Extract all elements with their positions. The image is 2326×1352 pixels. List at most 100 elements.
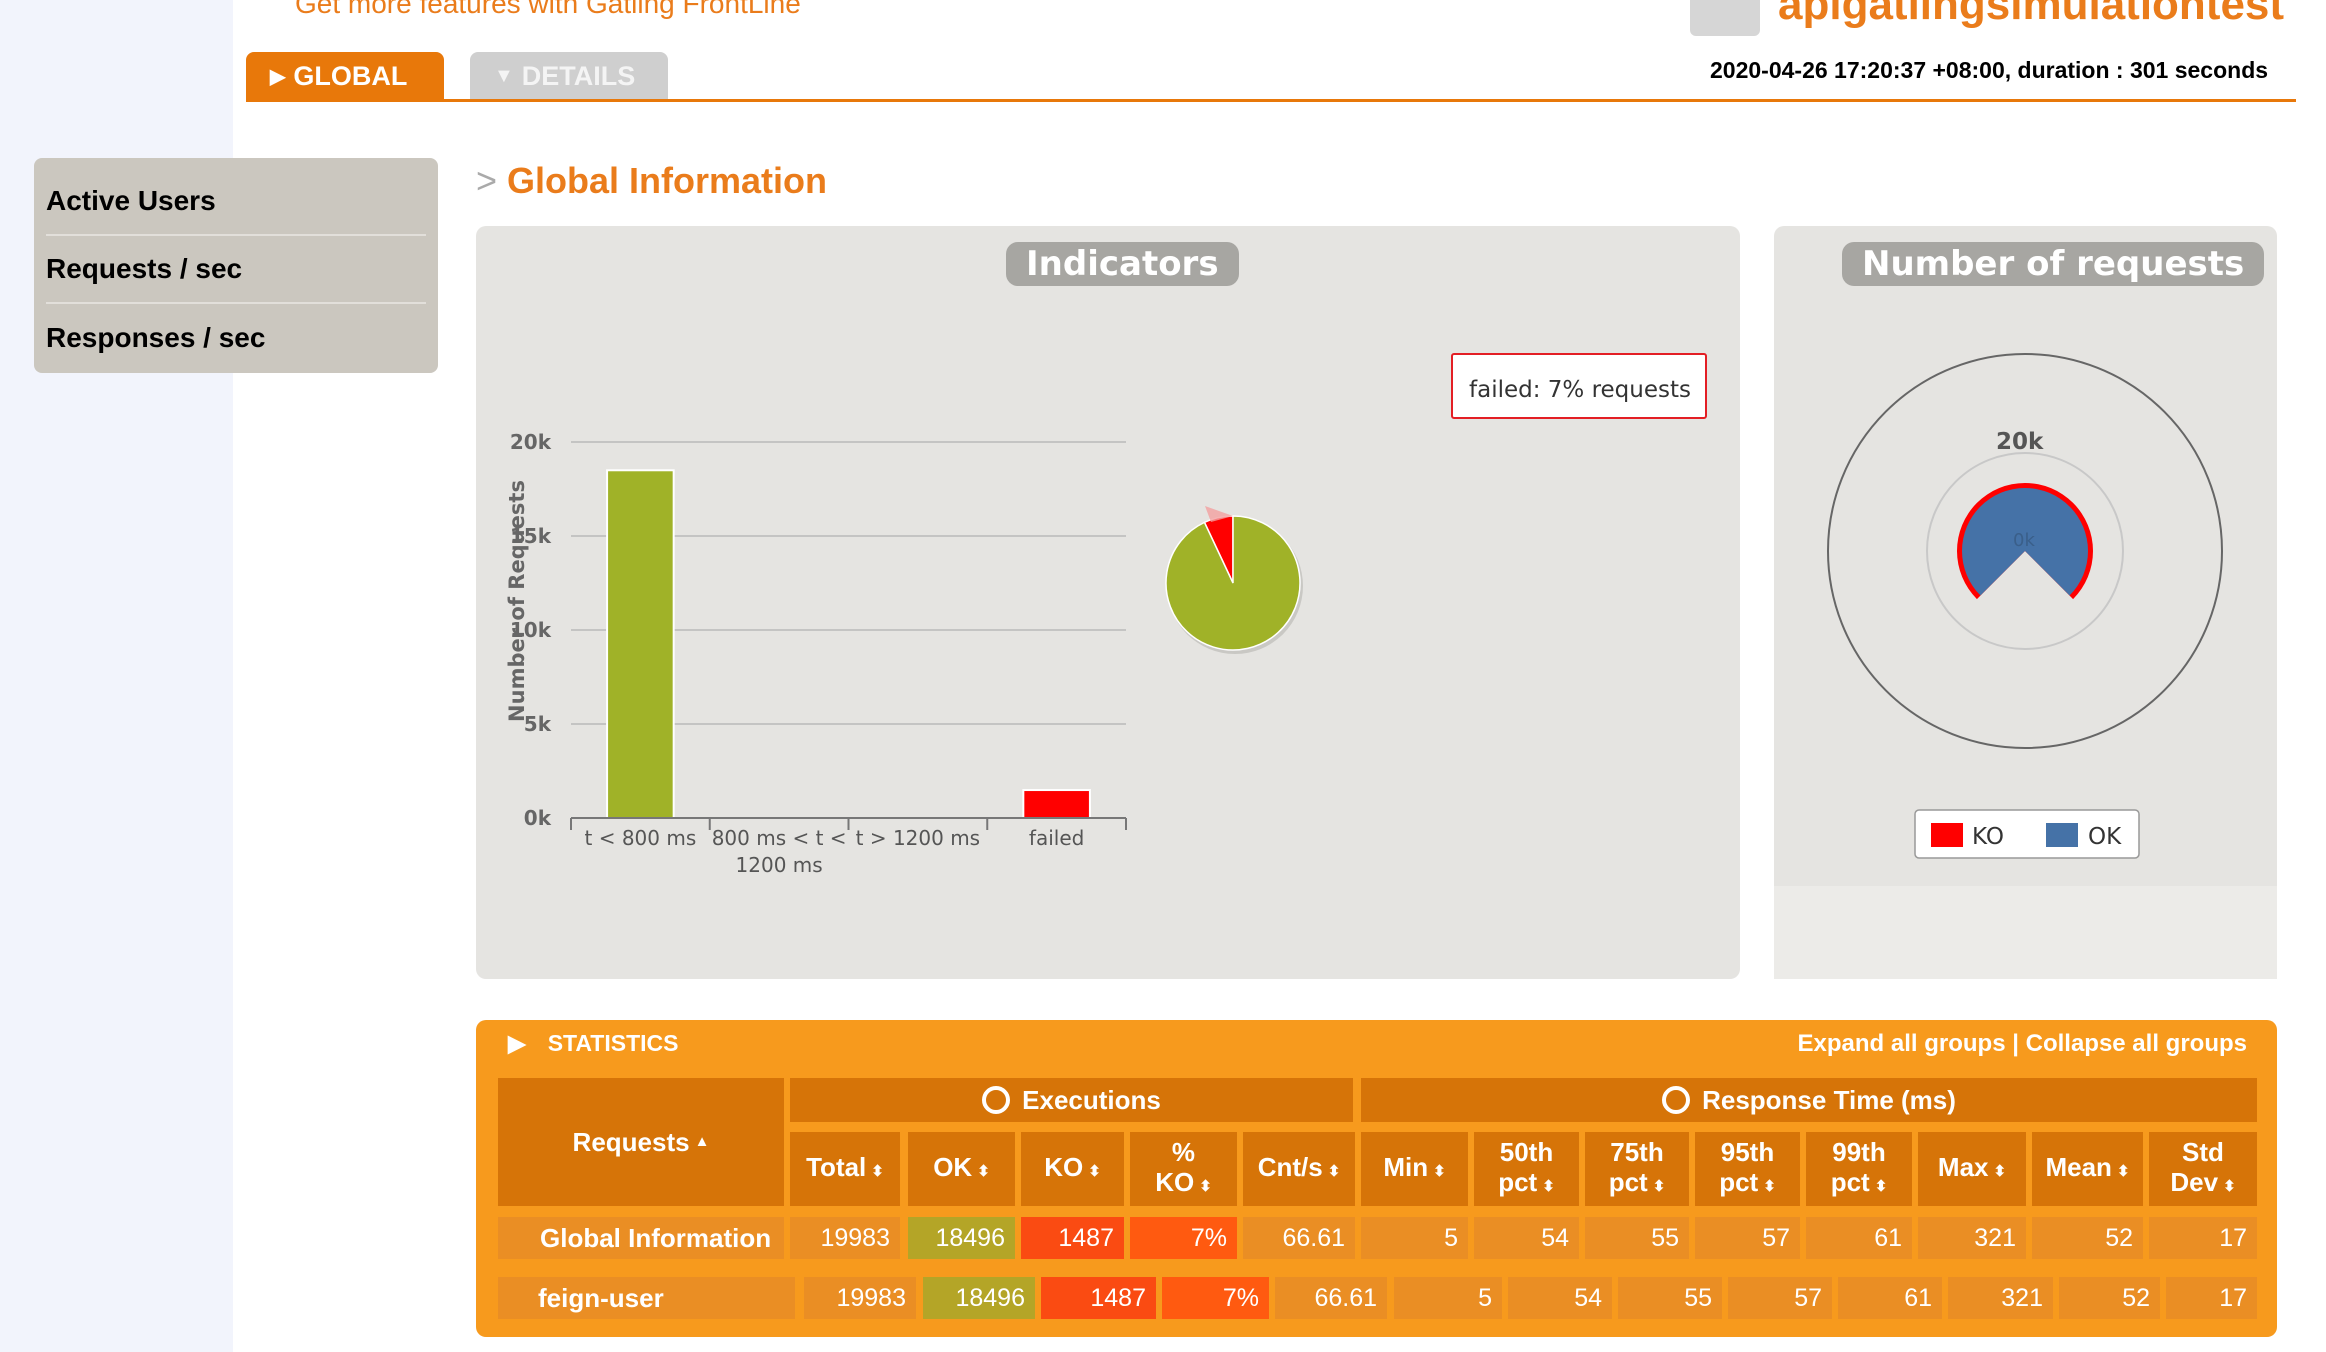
column-header-0[interactable]: Total ⬍ [790, 1132, 900, 1206]
collapse-all-link[interactable]: Collapse all groups [2025, 1030, 2247, 1057]
page-title-text: Global Information [507, 160, 828, 201]
cell-value: 18496 [955, 1284, 1025, 1312]
indicators-panel: Indicators 0k 5k 10k 15k 20k t < 800 ms 800 m… [476, 226, 1740, 979]
table-cell: 52 [2032, 1217, 2143, 1259]
cell-value: 54 [1574, 1284, 1602, 1312]
cell-value: 5 [1444, 1224, 1458, 1252]
table-cell: 57 [1728, 1277, 1832, 1319]
executions-header-label: Executions [1022, 1085, 1161, 1115]
section-arrow: > [476, 160, 498, 201]
cell-value: 55 [1651, 1224, 1679, 1252]
statistics-toggle[interactable]: ▶ STATISTICS [508, 1030, 678, 1057]
column-header-9[interactable]: 99th pct ⬍ [1806, 1132, 1912, 1206]
cell-value: 61 [1874, 1224, 1902, 1252]
column-header-label: % KO ⬍ [1155, 1137, 1212, 1202]
column-header-4[interactable]: Cnt/s ⬍ [1243, 1132, 1355, 1206]
column-header-8[interactable]: 95th pct ⬍ [1695, 1132, 1800, 1206]
x-tick-label: 800 ms < t <1200 ms [712, 826, 847, 877]
column-header-10[interactable]: Max ⬍ [1918, 1132, 2026, 1206]
table-cell: 55 [1585, 1217, 1689, 1259]
gauge-inner-label: 0k [2013, 530, 2035, 551]
pie-slice-1[interactable] [1165, 515, 1301, 651]
x-tick-label: t < 800 ms [585, 826, 697, 850]
legend-ok-swatch [2046, 823, 2078, 847]
sidebar-menu: Active Users Requests / sec Responses / … [34, 158, 438, 373]
frontline-promo-link[interactable]: Get more features with Gatling FrontLine [295, 0, 801, 19]
refresh-icon [982, 1086, 1011, 1114]
column-header-1[interactable]: OK ⬍ [908, 1132, 1015, 1206]
cell-value: 321 [2001, 1284, 2043, 1312]
column-header-line1: Min [1383, 1151, 1429, 1182]
legend-ko-swatch [1931, 823, 1963, 847]
column-header-3[interactable]: % KO ⬍ [1130, 1132, 1237, 1206]
table-row-name[interactable]: Global Information [498, 1217, 784, 1259]
y-axis-label: Number of Requests [505, 480, 529, 722]
column-header-label: OK ⬍ [933, 1152, 990, 1187]
column-header-7[interactable]: 75th pct ⬍ [1585, 1132, 1689, 1206]
table-cell: 7% [1162, 1277, 1269, 1319]
table-cell: 17 [2149, 1217, 2257, 1259]
column-header-line1: 50th [1499, 1136, 1554, 1167]
requests-column-header[interactable]: Requests ▲ [498, 1078, 784, 1206]
column-header-label: Max ⬍ [1938, 1152, 2006, 1187]
cell-value: 321 [1974, 1224, 2016, 1252]
executions-group-header: Executions [790, 1078, 1353, 1122]
table-cell: 52 [2059, 1277, 2160, 1319]
table-cell: 1487 [1041, 1277, 1156, 1319]
column-header-2[interactable]: KO ⬍ [1021, 1132, 1124, 1206]
sort-icon: ⬍ [2223, 1177, 2236, 1195]
gauge-ok-arc [1962, 488, 2088, 596]
legend-ko-label[interactable]: KO [1972, 824, 2004, 850]
column-header-label: Mean ⬍ [2045, 1152, 2129, 1187]
row-name-label: Global Information [540, 1223, 772, 1253]
column-header-line1: Cnt/s [1257, 1151, 1323, 1182]
column-header-line1: Mean [2045, 1151, 2112, 1182]
cell-value: 5 [1478, 1284, 1492, 1312]
table-cell: 7% [1130, 1217, 1237, 1259]
sort-icon: ⬍ [1433, 1162, 1446, 1180]
y-tick-label: 0k [524, 806, 552, 830]
cell-value: 18496 [935, 1224, 1005, 1252]
sidebar-item-requests-per-sec[interactable]: Requests / sec [46, 236, 426, 304]
table-cell: 17 [2166, 1277, 2257, 1319]
column-header-label: Min ⬍ [1383, 1152, 1445, 1187]
link-separator: | [2012, 1030, 2019, 1057]
column-header-12[interactable]: Std Dev ⬍ [2149, 1132, 2257, 1206]
sidebar-item-active-users[interactable]: Active Users [46, 168, 426, 236]
cell-value: 19983 [820, 1224, 890, 1252]
cell-value: 52 [2122, 1284, 2150, 1312]
table-cell: 66.61 [1275, 1277, 1387, 1319]
expand-all-link[interactable]: Expand all groups [1797, 1030, 2006, 1057]
table-cell: 61 [1838, 1277, 1942, 1319]
tab-global-label: GLOBAL [293, 60, 408, 91]
legend-ok-label[interactable]: OK [2088, 824, 2122, 850]
table-row-name[interactable]: feign-user [498, 1277, 795, 1319]
response-time-group-header: Response Time (ms) [1361, 1078, 2257, 1122]
y-tick-label: 10k [510, 618, 552, 642]
column-header-label: Cnt/s ⬍ [1258, 1152, 1341, 1187]
column-header-line2: pct [1608, 1166, 1648, 1197]
sort-icon: ⬍ [871, 1162, 884, 1180]
pie-tooltip-text: failed: 7% requests [1469, 377, 1691, 403]
table-cell: 54 [1508, 1277, 1612, 1319]
sort-icon: ⬍ [1327, 1162, 1341, 1180]
y-tick-label: 20k [510, 430, 552, 454]
bar-0[interactable] [606, 469, 675, 819]
column-header-line1: % [1171, 1136, 1196, 1167]
column-header-6[interactable]: 50th pct ⬍ [1474, 1132, 1579, 1206]
column-header-line2: Dev [2170, 1166, 2219, 1197]
response-time-header-label: Response Time (ms) [1702, 1085, 1956, 1115]
cell-value: 61 [1904, 1284, 1932, 1312]
column-header-5[interactable]: Min ⬍ [1361, 1132, 1468, 1206]
bar-3[interactable] [1022, 789, 1091, 819]
sidebar-item-responses-per-sec[interactable]: Responses / sec [46, 322, 266, 353]
tab-details[interactable]: ▼ DETAILS [470, 52, 668, 100]
column-header-line2: pct [1830, 1166, 1870, 1197]
column-header-line1: 95th [1720, 1136, 1775, 1167]
column-header-11[interactable]: Mean ⬍ [2032, 1132, 2143, 1206]
tab-global[interactable]: ▶ GLOBAL [246, 52, 444, 100]
page-title: > Global Information [476, 160, 827, 202]
sort-asc-icon: ▲ [694, 1133, 710, 1150]
column-header-line1: Max [1937, 1151, 1989, 1182]
pie-highlight [1205, 506, 1233, 522]
